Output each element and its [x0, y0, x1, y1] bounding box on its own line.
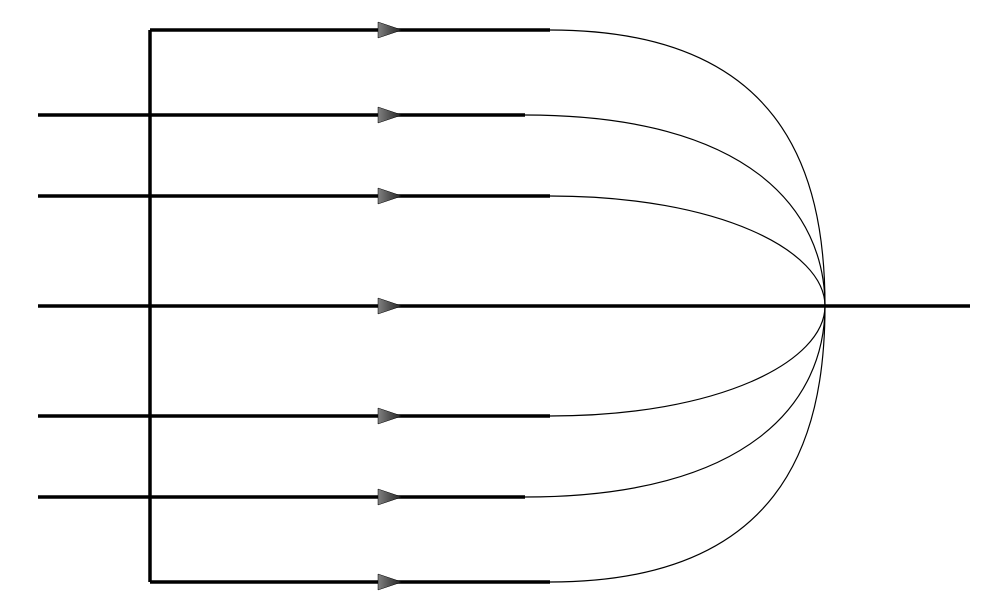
convergence-diagram [0, 0, 1000, 613]
